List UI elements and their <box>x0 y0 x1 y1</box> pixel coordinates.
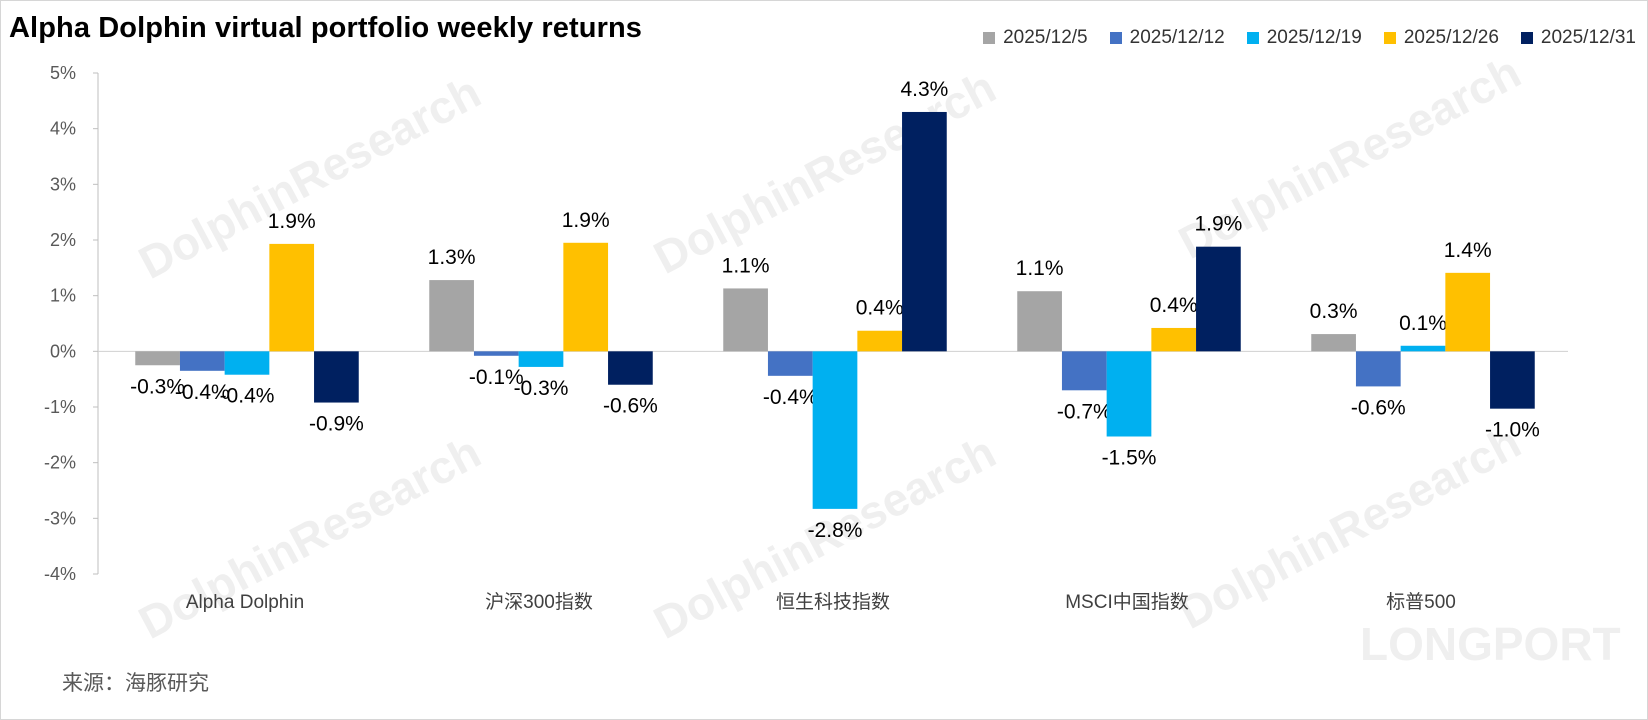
data-label: 0.4% <box>856 297 904 320</box>
data-label: -0.7% <box>1057 400 1112 423</box>
bar-2-5 <box>608 351 653 385</box>
chart-title: Alpha Dolphin virtual portfolio weekly r… <box>9 12 642 44</box>
legend-label: 2025/12/19 <box>1266 27 1362 48</box>
data-label: -1.5% <box>1102 447 1157 470</box>
data-label: -1.0% <box>1485 419 1540 442</box>
data-label: -0.4% <box>220 385 275 408</box>
data-label: -2.8% <box>808 519 863 542</box>
bar-1-2 <box>179 351 225 371</box>
bar-4-4 <box>1151 327 1197 352</box>
y-tick-label: 5% <box>50 63 76 83</box>
data-label: 0.1% <box>1399 312 1447 335</box>
legend-item: 2025/12/12 <box>1109 27 1225 49</box>
data-label: -0.1% <box>469 366 524 389</box>
legend-swatch <box>1383 32 1396 44</box>
legend: 2025/12/5 2025/12/12 2025/12/19 2025/12/26 2… <box>983 27 1636 49</box>
legend-label: 2025/12/5 <box>1003 27 1088 48</box>
bar-1-4 <box>269 243 315 352</box>
bar-1-5 <box>314 351 359 403</box>
data-label: -0.6% <box>603 395 658 418</box>
bar-2-4 <box>563 242 609 352</box>
data-label: 0.4% <box>1150 294 1198 317</box>
bar-1-1 <box>135 351 180 366</box>
data-label: 4.3% <box>900 78 948 101</box>
bar-4-2 <box>1061 351 1107 391</box>
y-tick-label: 4% <box>50 119 76 139</box>
bar-2-1 <box>429 280 474 352</box>
category-label: 恒生科技指数 <box>776 591 890 613</box>
data-label: 1.9% <box>1194 213 1242 236</box>
bar-4-5 <box>1196 246 1241 352</box>
data-label: -0.3% <box>130 375 185 398</box>
data-label: -0.9% <box>309 413 364 436</box>
data-label: 1.9% <box>562 209 610 232</box>
legend-swatch <box>1109 32 1122 44</box>
bar-4-3 <box>1106 351 1152 437</box>
bar-2-2 <box>473 351 519 356</box>
data-label: 1.1% <box>1016 257 1064 280</box>
data-label: 0.3% <box>1310 300 1358 323</box>
legend-item: 2025/12/5 <box>983 27 1088 49</box>
y-tick-label: 2% <box>50 230 76 250</box>
legend-item: 2025/12/19 <box>1246 27 1362 49</box>
watermark-text: DolphinResearch <box>645 60 1003 284</box>
watermark-text: DolphinResearch <box>1170 415 1528 639</box>
bar-4-1 <box>1017 291 1062 352</box>
legend-swatch <box>1246 32 1259 44</box>
data-label: 1.9% <box>268 210 316 233</box>
bar-5-4 <box>1445 272 1491 352</box>
bar-5-5 <box>1490 351 1535 409</box>
data-label: -0.4% <box>175 381 230 404</box>
bar-3-4 <box>857 330 903 352</box>
data-label: 1.1% <box>722 254 770 277</box>
watermark-brand: LONGPORT <box>1360 618 1621 670</box>
bar-1-3 <box>224 351 270 375</box>
legend-label: 2025/12/26 <box>1403 27 1499 48</box>
data-label: 1.4% <box>1444 239 1492 262</box>
data-label: -0.6% <box>1351 396 1406 419</box>
y-tick-label: 3% <box>50 174 76 194</box>
legend-label: 2025/12/12 <box>1129 27 1225 48</box>
bar-5-1 <box>1311 334 1356 352</box>
bar-3-5 <box>902 111 947 352</box>
y-tick-label: -3% <box>44 508 76 528</box>
legend-swatch <box>1520 32 1533 44</box>
source-note: 来源：海豚研究 <box>62 672 209 695</box>
bar-3-3 <box>812 351 858 509</box>
y-tick-label: -2% <box>44 453 76 473</box>
legend-label: 2025/12/31 <box>1540 27 1636 48</box>
category-label: 沪深300指数 <box>485 591 593 613</box>
data-label: 1.3% <box>428 246 476 269</box>
watermark-text: DolphinResearch <box>130 425 488 649</box>
data-label: -0.4% <box>763 386 818 409</box>
y-tick-label: 1% <box>50 286 76 306</box>
bar-3-1 <box>723 288 768 352</box>
y-tick-label: -4% <box>44 564 76 584</box>
y-tick-label: -1% <box>44 397 76 417</box>
y-tick-label: 0% <box>50 341 76 361</box>
category-label: 标普500 <box>1386 591 1456 613</box>
data-label: -0.3% <box>514 377 569 400</box>
bar-3-2 <box>767 351 813 376</box>
legend-swatch <box>983 32 996 44</box>
bar-5-3 <box>1400 345 1446 352</box>
bar-2-3 <box>518 351 564 367</box>
legend-item: 2025/12/31 <box>1520 27 1636 49</box>
bar-5-2 <box>1355 351 1401 387</box>
category-label: MSCI中国指数 <box>1065 591 1189 613</box>
legend-item: 2025/12/26 <box>1383 27 1499 49</box>
category-label: Alpha Dolphin <box>186 592 304 613</box>
